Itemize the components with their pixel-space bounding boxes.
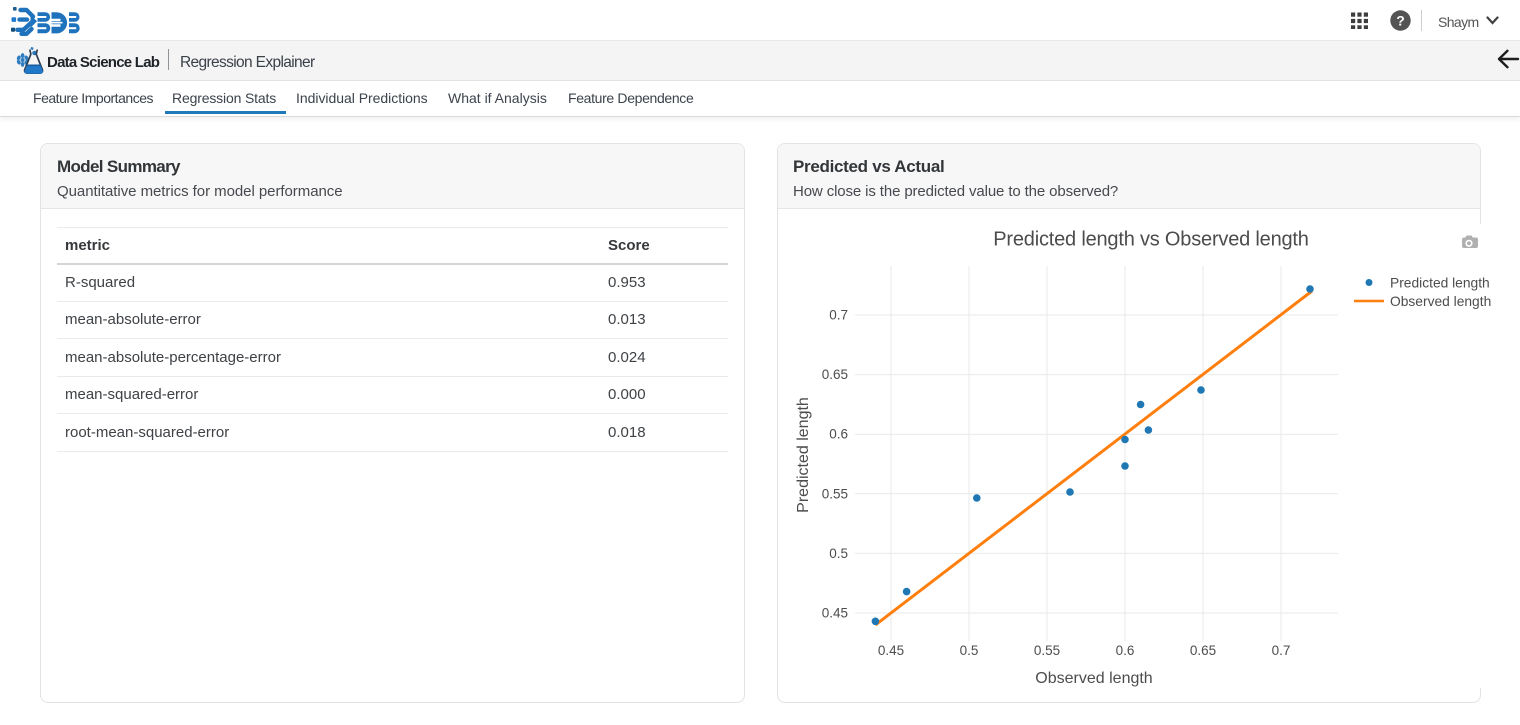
svg-text:Predicted length: Predicted length: [795, 397, 812, 513]
svg-text:Observed length: Observed length: [1035, 670, 1152, 687]
svg-text:0.55: 0.55: [1034, 643, 1060, 658]
svg-text:0.6: 0.6: [1116, 643, 1135, 658]
svg-text:Observed length: Observed length: [1390, 294, 1491, 309]
svg-text:0.65: 0.65: [1190, 643, 1216, 658]
svg-text:0.45: 0.45: [878, 643, 904, 658]
svg-text:0.7: 0.7: [829, 308, 848, 323]
svg-text:Predicted length vs Observed l: Predicted length vs Observed length: [993, 228, 1308, 250]
svg-text:0.5: 0.5: [960, 643, 979, 658]
svg-text:0.45: 0.45: [822, 606, 848, 621]
svg-text:?: ?: [1396, 12, 1405, 28]
svg-text:0.65: 0.65: [822, 367, 848, 382]
svg-text:0.5: 0.5: [829, 546, 848, 561]
svg-text:Predicted length: Predicted length: [1390, 276, 1490, 291]
svg-text:0.6: 0.6: [829, 427, 848, 442]
svg-text:0.55: 0.55: [822, 486, 848, 501]
svg-text:0.7: 0.7: [1272, 643, 1291, 658]
